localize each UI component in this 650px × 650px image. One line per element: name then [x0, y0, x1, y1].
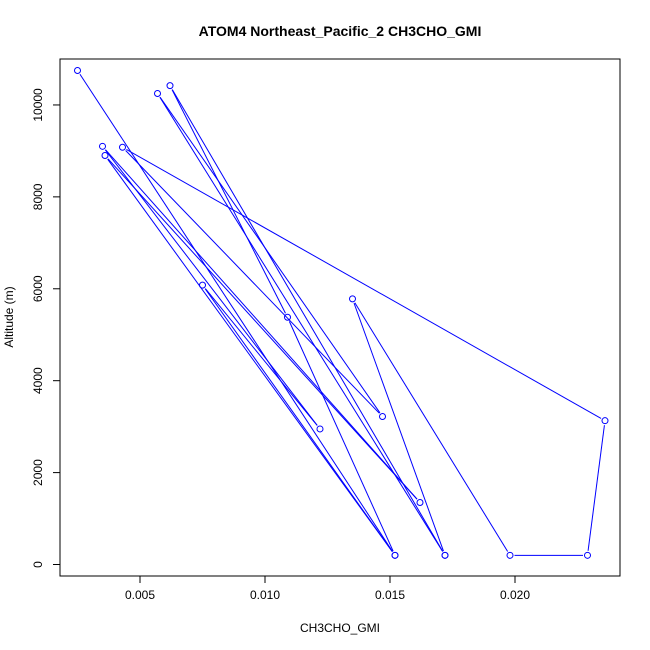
y-tick-label: 2000 [31, 459, 45, 486]
data-series-points [74, 66, 609, 559]
data-point [349, 295, 356, 303]
data-point [316, 425, 324, 433]
series-segment [79, 73, 393, 552]
data-point [416, 498, 424, 506]
series-segment [159, 97, 444, 552]
x-tick-label: 0.020 [500, 588, 530, 602]
data-point [101, 152, 109, 160]
x-tick-label: 0.015 [375, 588, 405, 602]
series-segment [125, 150, 380, 414]
data-point [601, 417, 609, 425]
x-tick-label: 0.005 [125, 588, 155, 602]
y-tick-label: 6000 [31, 275, 45, 302]
series-segment [354, 302, 509, 552]
data-point [74, 66, 81, 74]
data-point [166, 82, 174, 90]
series-segment [204, 288, 318, 426]
data-point [119, 143, 126, 151]
series-segment [171, 89, 444, 552]
data-point [199, 281, 206, 289]
series-segment [107, 158, 418, 500]
series-segment [104, 149, 318, 426]
y-tick-label: 10000 [31, 88, 45, 122]
x-tick-label: 0.010 [250, 588, 280, 602]
series-segment [204, 288, 393, 552]
series-segment [107, 158, 393, 552]
chart-title: ATOM4 Northeast_Pacific_2 CH3CHO_GMI [199, 23, 482, 39]
x-axis: 0.005 0.010 0.015 0.020 [125, 575, 530, 602]
y-tick-label: 0 [31, 561, 45, 568]
series-segment [353, 302, 444, 552]
data-point [99, 142, 106, 150]
series-segment [159, 96, 381, 414]
data-point [506, 551, 514, 559]
y-tick-label: 4000 [31, 367, 45, 394]
series-segment [126, 149, 602, 419]
y-tick-label: 8000 [31, 183, 45, 210]
series-segment [171, 89, 286, 314]
data-point [379, 413, 386, 421]
data-point [441, 551, 449, 559]
series-segment [587, 425, 605, 551]
data-point [284, 313, 291, 321]
y-axis: 0 2000 4000 6000 8000 10000 [31, 88, 61, 568]
x-axis-label: CH3CHO_GMI [300, 621, 380, 635]
plot-frame [59, 58, 621, 577]
series-segment [288, 321, 394, 552]
series-segment [105, 149, 418, 500]
data-point [154, 89, 161, 97]
data-point [391, 551, 399, 559]
y-axis-label: Altitude (m) [2, 286, 16, 347]
data-point [584, 551, 591, 559]
data-series-line [79, 73, 605, 556]
